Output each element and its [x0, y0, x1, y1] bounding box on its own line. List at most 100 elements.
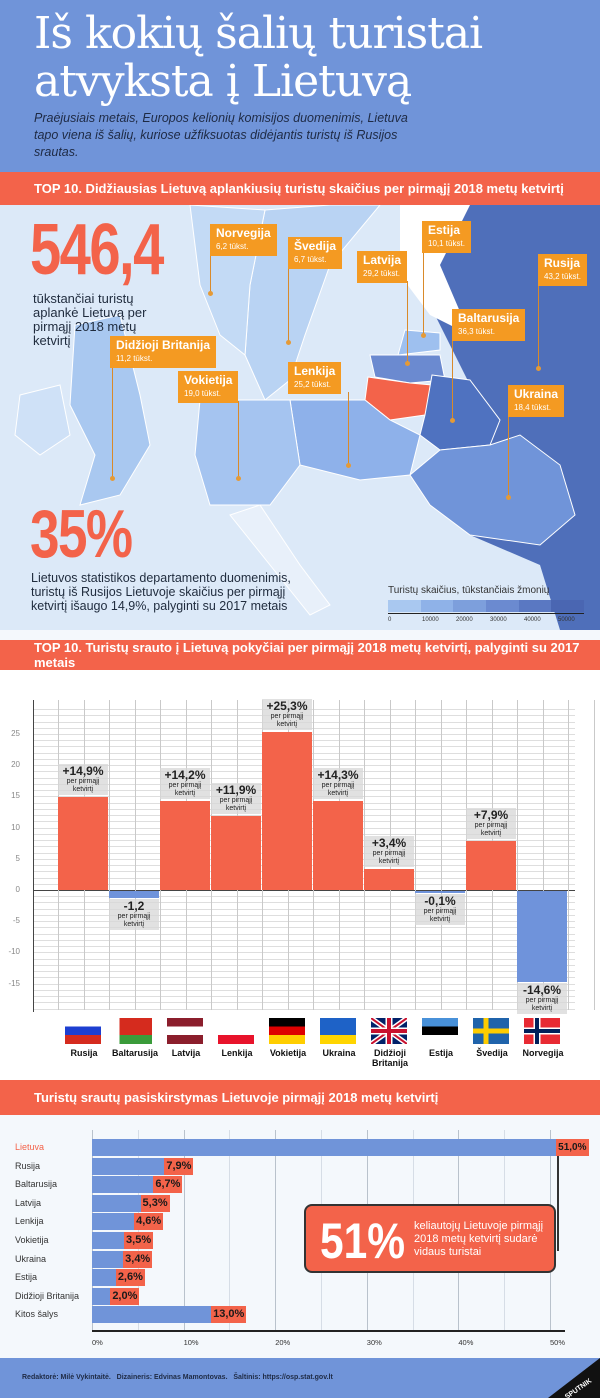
country-value: 18,4 tūkst.	[514, 403, 551, 412]
bar-sublabel: per pirmąjį ketvirtį	[270, 713, 304, 729]
section-title-3: Turistų srautų pasiskirstymas Lietuvoje …	[0, 1080, 600, 1115]
section-title-2: TOP 10. Turistų srauto į Lietuvą pokyčia…	[0, 640, 600, 670]
country-name: Latvija	[363, 253, 402, 267]
country-value: 6,2 tūkst.	[216, 242, 249, 251]
legend-swatch	[486, 600, 519, 612]
country-label: Švedija 6,7 tūkst.	[288, 237, 343, 269]
row-label: Rusija	[15, 1160, 41, 1171]
bar	[364, 868, 414, 890]
page-title: Iš kokių šalių turistai atvyksta į Lietuv…	[34, 10, 594, 106]
grid-vline	[517, 700, 518, 1010]
y-tick-label: -15	[8, 978, 20, 988]
bar-value: +14,2%	[164, 768, 206, 783]
header: Iš kokių šalių turistai atvyksta į Lietuv…	[0, 0, 600, 172]
bar	[92, 1176, 154, 1194]
title-line: atvyksta į Lietuvą	[34, 56, 412, 107]
flag-label: Rusija	[70, 1048, 98, 1058]
grid-vline	[593, 700, 595, 1010]
bar	[92, 1269, 116, 1287]
bar-value-label: +14,3% per pirmąjį ketvirtį	[313, 767, 363, 799]
europe-map: 546,4 tūkstančiai turistų aplankė Lietuv…	[0, 205, 600, 630]
grid-line	[33, 971, 575, 973]
footer: Redaktorė: Milė Vykintaitė. Dizaineris: …	[0, 1358, 600, 1398]
bar-value-label: 4,6%	[134, 1213, 164, 1231]
grid-line	[33, 921, 575, 923]
flag-icon	[473, 1018, 509, 1044]
legend-tick: 20000	[456, 617, 473, 623]
y-tick-label: 0	[15, 885, 20, 894]
legend-swatch	[388, 600, 421, 612]
pin-line	[348, 392, 349, 465]
grid-line	[33, 927, 575, 929]
germany-shape	[194, 399, 301, 506]
pin-line	[508, 415, 509, 497]
x-tick-label: 30%	[366, 1338, 382, 1347]
callout-number: 51%	[320, 1213, 406, 1269]
bar-value-label: 13,0%	[211, 1306, 247, 1324]
bar-value-label: +25,3% per pirmąjį ketvirtį	[262, 699, 312, 731]
bar	[92, 1287, 111, 1305]
footer-credits: Redaktorė: Milė Vykintaitė. Dizaineris: …	[22, 1374, 333, 1381]
title-line: Iš kokių šalių turistai	[34, 8, 483, 59]
bar-value-label: -0,1% per pirmąjį ketvirtį	[415, 894, 465, 925]
pin-line	[452, 339, 453, 420]
grid-line	[33, 977, 575, 979]
grid-vline	[134, 700, 136, 1010]
country-value: 25,2 tūkst.	[294, 380, 331, 389]
change-bar-chart: 25 20 15 10 5 0 -5 -10 -15 +14,9% per pirmąjį ketv…	[0, 670, 600, 1080]
bar	[92, 1250, 124, 1268]
country-label: Latvija 29,2 tūkst.	[357, 251, 408, 283]
legend-color-scale	[388, 600, 585, 612]
country-name: Rusija	[544, 256, 581, 270]
bar-value: +11,9%	[215, 782, 257, 797]
bar	[58, 797, 108, 890]
row-label: Vokietija	[15, 1235, 49, 1245]
bar-sublabel: per pirmąjį ketvirtį	[117, 913, 151, 929]
grid-vline	[109, 700, 110, 1010]
country-label: Estija 10,1 tūkst.	[422, 221, 471, 253]
grid-vline	[568, 700, 569, 1010]
bar-sublabel: per pirmąjį ketvirtį	[321, 781, 355, 797]
country-name: Lenkija	[294, 364, 336, 378]
row-label: Lenkija	[15, 1216, 44, 1227]
map-shapes	[14, 205, 600, 630]
pin-line	[423, 251, 424, 335]
legend-tick: 30000	[490, 617, 507, 623]
latvia-shape	[369, 354, 446, 384]
ireland-shape	[14, 384, 71, 456]
flag-label: Norvegija	[522, 1048, 564, 1058]
grid-vline	[542, 700, 544, 1010]
distribution-bar-chart: 0% 10% 20% 30% 40% 50% Lietuva 51,0% Rusija 7,9% B…	[0, 1115, 600, 1358]
growth-percent: 35%	[30, 496, 133, 572]
bar	[517, 891, 567, 983]
pin-line	[407, 281, 408, 363]
bar	[92, 1194, 141, 1212]
country-name: Vokietija	[184, 373, 233, 387]
x-axis	[92, 1330, 565, 1332]
pin-line	[238, 401, 239, 478]
country-name: Estija	[428, 223, 461, 237]
row-label: Estija	[15, 1272, 38, 1283]
legend-swatch	[420, 600, 454, 612]
row-label: Kitos šalys	[15, 1309, 59, 1320]
bar-value-label: +11,9% per pirmąjį ketvirtį	[211, 782, 261, 814]
row-label: Latvija	[15, 1197, 42, 1208]
bar-sublabel: per pirmąjį ketvirtį	[219, 796, 253, 812]
grid-line	[33, 890, 575, 891]
bar-sublabel: per pirmąjį ketvirtį	[66, 778, 100, 794]
subtitle: Praėjusiais metais, Europos kelionių kom…	[34, 111, 408, 159]
grid-line	[33, 902, 575, 904]
grid-line	[33, 964, 575, 966]
x-tick-label: 40%	[458, 1338, 474, 1347]
bar-value-label: 51,0%	[556, 1139, 589, 1156]
x-tick-label: 0%	[92, 1338, 103, 1347]
bar	[92, 1213, 135, 1231]
grid-vline	[229, 1130, 231, 1330]
bar	[92, 1139, 565, 1156]
grid-line	[33, 914, 575, 916]
bar-value: +14,3%	[317, 767, 359, 782]
bar	[313, 800, 363, 890]
grid-line	[33, 989, 575, 991]
grid-line	[33, 983, 575, 985]
bar-value-label: 3,4%	[123, 1250, 153, 1268]
